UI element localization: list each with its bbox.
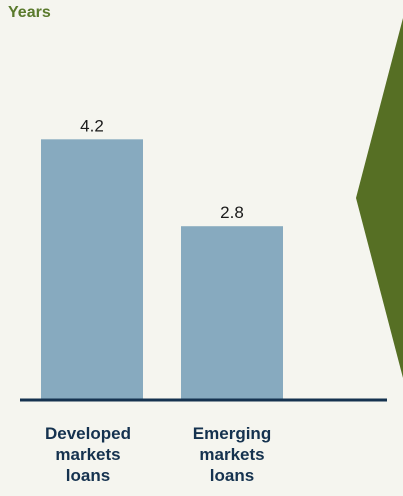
data-label-1: 2.8 xyxy=(220,203,244,222)
decorative-arrow-shape xyxy=(356,18,403,378)
bar-1 xyxy=(181,226,283,400)
bar-0 xyxy=(41,139,143,400)
y-axis-title: Years xyxy=(8,4,51,21)
bars-layer: 4.2 2.8 xyxy=(41,116,283,400)
category-label-emerging: Emerging markets loans xyxy=(192,424,272,485)
data-label-0: 4.2 xyxy=(80,116,104,135)
category-label-developed: Developed markets loans xyxy=(45,424,131,485)
